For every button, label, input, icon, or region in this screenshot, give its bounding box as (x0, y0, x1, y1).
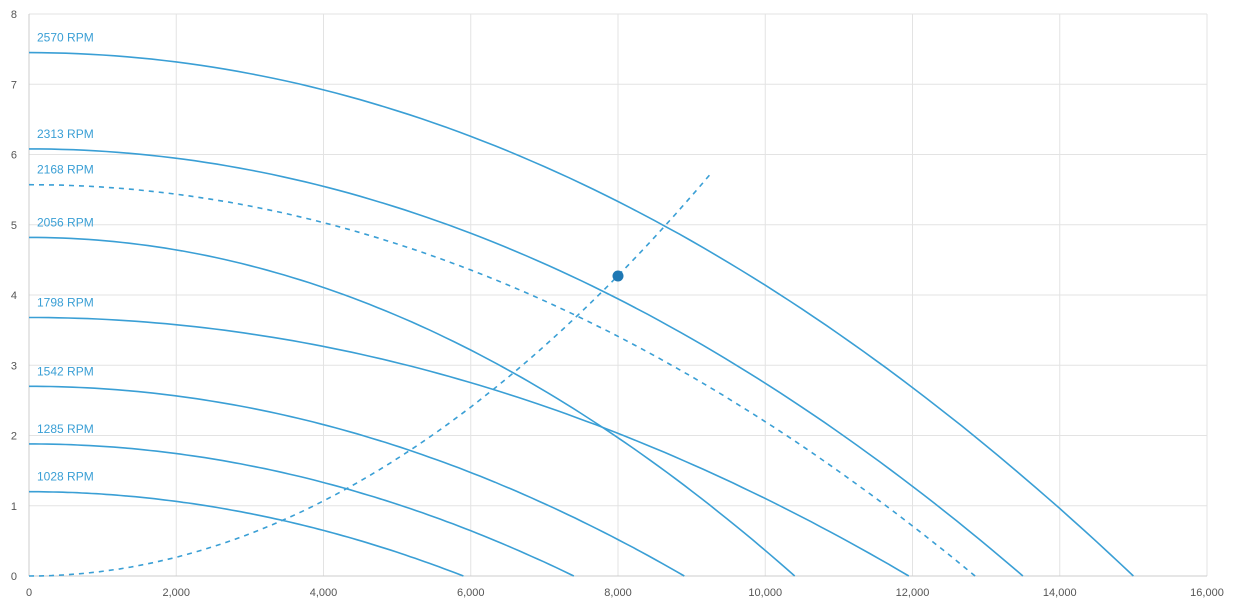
y-tick-label: 0 (11, 571, 17, 583)
rpm-curve (29, 148, 1024, 577)
x-tick-label: 8,000 (604, 587, 632, 599)
x-axis-tick-labels: 0 2,000 4,000 6,000 8,000 10,000 12,000 14,000 1… (26, 587, 1224, 599)
x-tick-label: 6,000 (457, 587, 485, 599)
rpm-curve (29, 490, 464, 577)
axes (28, 14, 1207, 577)
y-axis-tick-labels: 0 1 2 3 4 5 6 7 8 (11, 9, 17, 583)
rpm-curve (29, 316, 910, 577)
x-tick-label: 0 (26, 587, 32, 599)
x-tick-label: 10,000 (748, 587, 782, 599)
y-tick-label: 6 (11, 150, 17, 162)
rpm-curve-label: 2168 RPM (37, 163, 94, 177)
x-tick-label: 12,000 (896, 587, 930, 599)
rpm-curve-label: 2570 RPM (37, 31, 94, 45)
x-tick-label: 4,000 (310, 587, 338, 599)
y-tick-label: 2 (11, 431, 17, 443)
system-curve-layer (28, 173, 711, 577)
rpm-curve (29, 236, 796, 577)
rpm-curve-label: 1028 RPM (37, 470, 94, 484)
operating-point-layer (612, 270, 624, 282)
rpm-curve-label: 2056 RPM (37, 215, 94, 229)
grid-lines (29, 13, 1208, 576)
rpm-curve-label: 2313 RPM (37, 127, 94, 141)
rpm-curve-label: 1542 RPM (37, 364, 94, 378)
rpm-curve (28, 183, 976, 577)
rpm-curve-label: 1798 RPM (37, 295, 94, 309)
rpm-curve-label: 1285 RPM (37, 422, 94, 436)
y-tick-label: 7 (11, 79, 17, 91)
rpm-curve (28, 51, 1134, 577)
y-tick-label: 3 (11, 360, 17, 372)
x-tick-label: 2,000 (162, 587, 190, 599)
rpm-curves (28, 51, 1134, 577)
x-tick-label: 16,000 (1190, 587, 1224, 599)
operating-point (612, 270, 624, 282)
y-tick-label: 5 (11, 220, 17, 232)
rpm-curve (29, 443, 575, 577)
rpm-curve (29, 385, 685, 577)
x-tick-label: 14,000 (1043, 587, 1077, 599)
y-tick-label: 4 (11, 290, 17, 302)
rpm-labels: 2570 RPM 2313 RPM 2168 RPM 2056 RPM 1798 RPM… (37, 31, 94, 484)
y-tick-label: 1 (11, 501, 17, 513)
system-curve (28, 173, 711, 577)
y-tick-label: 8 (11, 9, 17, 21)
